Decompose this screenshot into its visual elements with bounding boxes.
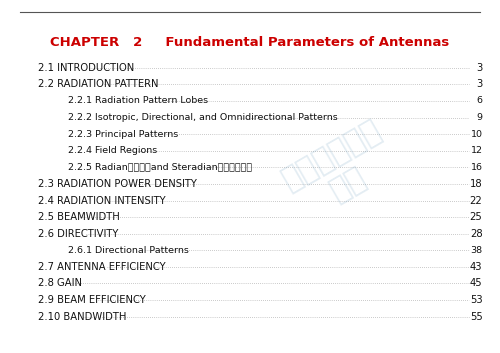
- Text: 9: 9: [476, 113, 482, 122]
- Text: 2.2.5 Radian（弧度）and Steradian（立体弧度）: 2.2.5 Radian（弧度）and Steradian（立体弧度）: [68, 163, 252, 172]
- Text: 中国科技大学
光流: 中国科技大学 光流: [277, 115, 403, 224]
- Text: 3: 3: [476, 63, 482, 73]
- Text: 6: 6: [476, 96, 482, 106]
- Text: 2.9 BEAM EFFICIENCY: 2.9 BEAM EFFICIENCY: [38, 295, 145, 305]
- Text: 45: 45: [470, 279, 482, 288]
- Text: 2.10 BANDWIDTH: 2.10 BANDWIDTH: [38, 312, 126, 322]
- Text: 53: 53: [470, 295, 482, 305]
- Text: 2.8 GAIN: 2.8 GAIN: [38, 279, 82, 288]
- Text: 3: 3: [476, 79, 482, 89]
- Text: 2.1 INTRODUCTION: 2.1 INTRODUCTION: [38, 63, 134, 73]
- Text: 25: 25: [470, 212, 482, 222]
- Text: 2.5 BEAMWIDTH: 2.5 BEAMWIDTH: [38, 212, 119, 222]
- Text: 2.2.1 Radiation Pattern Lobes: 2.2.1 Radiation Pattern Lobes: [68, 96, 207, 106]
- Text: 10: 10: [470, 130, 482, 139]
- Text: 43: 43: [470, 262, 482, 272]
- Text: 18: 18: [470, 179, 482, 189]
- Text: 2.6 DIRECTIVITY: 2.6 DIRECTIVITY: [38, 229, 118, 239]
- Text: 2.7 ANTENNA EFFICIENCY: 2.7 ANTENNA EFFICIENCY: [38, 262, 165, 272]
- Text: 2.6.1 Directional Patterns: 2.6.1 Directional Patterns: [68, 246, 188, 255]
- Text: 16: 16: [470, 163, 482, 172]
- Text: 2.2 RADIATION PATTERN: 2.2 RADIATION PATTERN: [38, 79, 158, 89]
- Text: 2.2.3 Principal Patterns: 2.2.3 Principal Patterns: [68, 130, 178, 139]
- Text: 28: 28: [470, 229, 482, 239]
- Text: 12: 12: [470, 146, 482, 155]
- Text: 2.2.2 Isotropic, Directional, and Omnidirectional Patterns: 2.2.2 Isotropic, Directional, and Omnidi…: [68, 113, 337, 122]
- Text: 38: 38: [470, 246, 482, 255]
- Text: 2.4 RADIATION INTENSITY: 2.4 RADIATION INTENSITY: [38, 196, 165, 205]
- Text: 2.3 RADIATION POWER DENSITY: 2.3 RADIATION POWER DENSITY: [38, 179, 196, 189]
- Text: 55: 55: [470, 312, 482, 322]
- Text: 2.2.4 Field Regions: 2.2.4 Field Regions: [68, 146, 157, 155]
- Text: 22: 22: [470, 196, 482, 205]
- Text: CHAPTER   2     Fundamental Parameters of Antennas: CHAPTER 2 Fundamental Parameters of Ante…: [50, 36, 450, 49]
